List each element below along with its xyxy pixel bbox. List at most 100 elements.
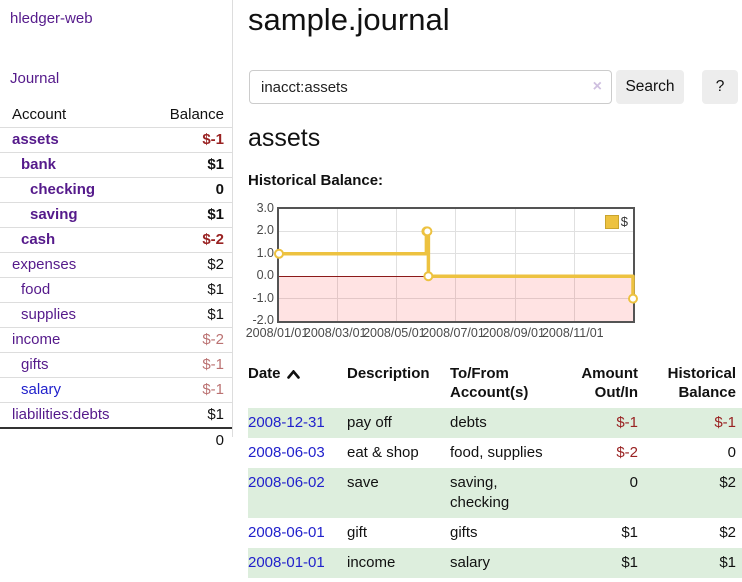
transaction-balance: $-1 — [644, 408, 742, 438]
gridline — [279, 298, 633, 300]
y-axis-tick-label: -1.0 — [252, 290, 274, 305]
account-link[interactable]: cash — [21, 231, 56, 248]
account-link[interactable]: gifts — [21, 356, 49, 373]
transaction-description: income — [347, 548, 450, 578]
account-balance: $2 — [142, 252, 232, 278]
main-content: sample.journal × Search ? assets Histori… — [246, 0, 742, 582]
transaction-date-link[interactable]: 2008-06-01 — [248, 524, 325, 541]
register-row: 2008-06-03 eat & shop food, supplies $-2 0 — [248, 438, 742, 468]
gridline — [515, 209, 517, 321]
transaction-accounts: salary — [450, 548, 556, 578]
account-link[interactable]: salary — [21, 381, 62, 398]
account-balance: $-1 — [142, 127, 232, 153]
chart-legend: $ — [604, 214, 628, 229]
accounts-table-header-row: Account Balance — [0, 102, 232, 128]
account-link[interactable]: assets — [12, 131, 59, 148]
help-button[interactable]: ? — [702, 70, 738, 104]
account-row: bank $1 — [0, 152, 232, 178]
series-line-layer — [274, 226, 638, 304]
transaction-description: eat & shop — [347, 444, 419, 461]
search-box: × — [249, 70, 612, 104]
account-balance: 0 — [142, 177, 232, 203]
transaction-balance: $2 — [644, 468, 742, 518]
account-row: liabilities:debts $1 — [0, 402, 232, 429]
search-form: × Search ? — [248, 70, 742, 104]
transaction-accounts: food, supplies — [450, 444, 543, 461]
register-row: 2008-12-31 pay off debts $-1 $-1 — [248, 408, 742, 438]
account-balance: $-2 — [142, 327, 232, 353]
transaction-amount: $1 — [621, 524, 638, 541]
historical-balance-chart: $ 2008/01/01 2008/03/01 2008/05/01 2008/07/… — [246, 200, 742, 345]
account-link[interactable]: supplies — [21, 306, 77, 323]
account-link[interactable]: saving — [30, 206, 78, 223]
data-point-marker — [628, 293, 638, 304]
account-row: salary $-1 — [0, 377, 232, 403]
transaction-date-link[interactable]: 2008-06-03 — [248, 444, 325, 461]
register-header-date[interactable]: Date — [248, 360, 347, 408]
register-header-date-label: Date — [248, 365, 281, 382]
chart-plot-area: $ — [274, 207, 638, 323]
account-balance: $1 — [142, 202, 232, 228]
chart-label: Historical Balance: — [248, 172, 384, 189]
page-title: sample.journal — [248, 2, 450, 37]
sidebar: hledger-web Journal Account Balance asse… — [0, 0, 232, 582]
register-header-accounts: To/From Account(s) — [450, 365, 529, 401]
transaction-accounts: debts — [450, 408, 556, 438]
transaction-balance: $1 — [644, 548, 742, 578]
account-balance: $1 — [142, 152, 232, 178]
account-balance: $-2 — [142, 227, 232, 253]
account-row: gifts $-1 — [0, 352, 232, 378]
account-link[interactable]: checking — [30, 181, 96, 198]
gridline — [279, 253, 633, 255]
register-table: Date Description To/From Account(s) Amou… — [248, 360, 742, 578]
transaction-description: gift — [347, 524, 368, 541]
accounts-total-row: 0 — [0, 427, 232, 453]
account-link[interactable]: food — [21, 281, 51, 298]
account-link[interactable]: bank — [21, 156, 57, 173]
transaction-amount: $-1 — [556, 408, 644, 438]
data-point-marker — [274, 248, 284, 259]
legend-swatch — [604, 214, 619, 229]
x-axis-tick-label: 2008/03/01 — [303, 326, 367, 340]
transaction-balance: $2 — [719, 524, 736, 541]
search-button[interactable]: Search — [616, 70, 684, 104]
x-axis-tick-label: 2008/01/01 — [245, 326, 309, 340]
clear-search-icon[interactable]: × — [592, 78, 602, 95]
data-point-marker — [422, 226, 433, 237]
gridline — [455, 209, 456, 321]
register-header-row: Date Description To/From Account(s) Amou… — [248, 360, 742, 408]
account-link[interactable]: income — [12, 331, 61, 348]
transaction-accounts: gifts — [450, 524, 478, 541]
register-header-balance: Historical Balance — [667, 365, 736, 401]
transaction-description: pay off — [347, 408, 450, 438]
y-axis-tick-label: -2.0 — [252, 313, 274, 327]
data-point-marker — [423, 271, 434, 282]
account-balance: $-1 — [142, 377, 232, 403]
account-link[interactable]: expenses — [12, 256, 77, 273]
transaction-amount: $-2 — [616, 444, 638, 461]
account-row: saving $1 — [0, 202, 232, 228]
account-row: income $-2 — [0, 327, 232, 353]
y-axis-tick-label: 2.0 — [256, 223, 274, 238]
app-brand-link[interactable]: hledger-web — [10, 10, 93, 27]
register-header-amount: Amount Out/In — [581, 365, 638, 401]
transaction-date-link[interactable]: 2008-12-31 — [248, 414, 325, 431]
account-link[interactable]: liabilities:debts — [12, 406, 110, 423]
transaction-date-link[interactable]: 2008-01-01 — [248, 554, 325, 571]
x-axis-tick-label: 2008/09/01 — [482, 326, 545, 340]
accounts-header-account: Account — [0, 102, 143, 128]
search-input[interactable] — [250, 71, 611, 103]
transaction-accounts: saving, checking — [450, 468, 556, 518]
transaction-amount: 0 — [556, 468, 644, 518]
account-row: assets $-1 — [0, 127, 232, 153]
gridline — [336, 209, 338, 321]
account-balance: $1 — [142, 402, 232, 429]
register-row: 2008-01-01 income salary $1 $1 — [248, 548, 742, 578]
transaction-date-link[interactable]: 2008-06-02 — [248, 474, 325, 491]
sidebar-item-journal[interactable]: Journal — [10, 70, 60, 87]
account-balance: $1 — [142, 302, 232, 328]
gridline — [395, 209, 397, 321]
account-row: food $1 — [0, 277, 232, 303]
sidebar-divider — [232, 0, 233, 437]
register-header-description: Description — [347, 365, 430, 382]
